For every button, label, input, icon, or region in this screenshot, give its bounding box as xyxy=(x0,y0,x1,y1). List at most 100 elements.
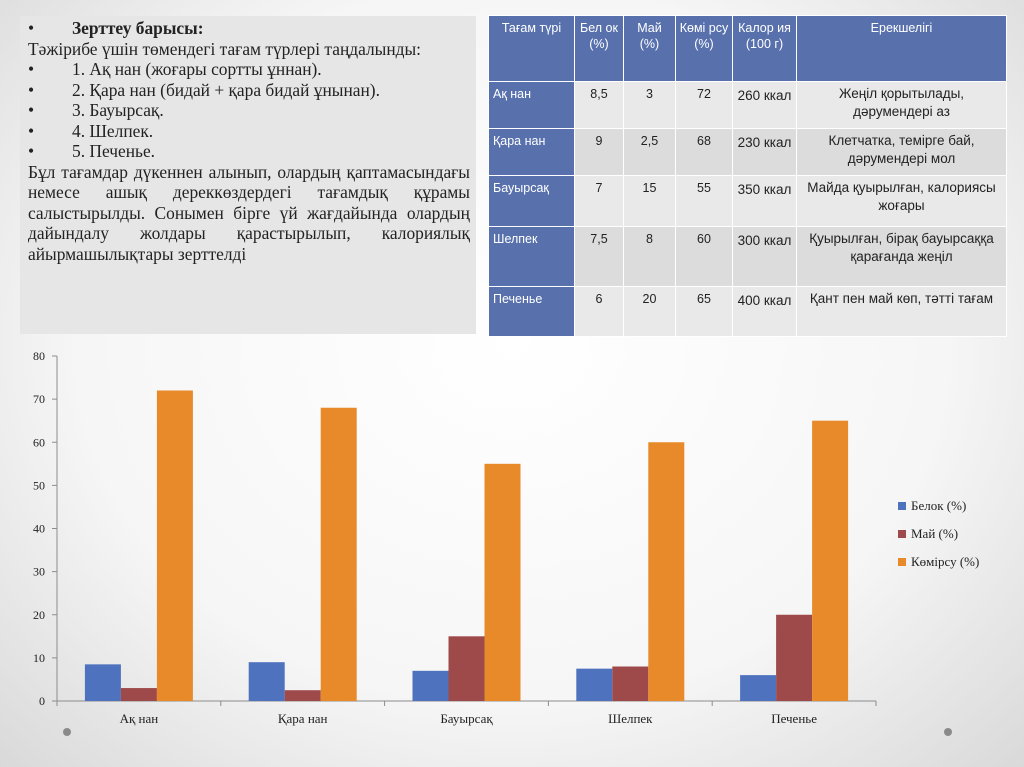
legend-label: Май (%) xyxy=(911,526,958,541)
cell-food-name: Печенье xyxy=(488,285,575,338)
table-row: Қара нан 9 2,5 68 230 ккал Клетчатка, те… xyxy=(488,128,1007,177)
col-header-calorie: Калор ия (100 г) xyxy=(732,15,797,82)
cell-calorie: 300 ккал xyxy=(732,225,797,287)
y-tick-label: 50 xyxy=(33,478,45,492)
bullet-symbol: • xyxy=(28,100,35,120)
legend-label: Көмірсу (%) xyxy=(911,554,979,569)
bar xyxy=(576,668,613,701)
cell-calorie: 260 ккал xyxy=(732,80,797,130)
intro-paragraph: Бұл тағамдар дүкеннен алынып, олардың қа… xyxy=(28,161,470,264)
bar xyxy=(484,463,521,701)
cell-feature: Қант пен май көп, тәтті тағам xyxy=(796,285,1007,338)
cell-protein: 9 xyxy=(574,128,624,177)
cell-carb: 60 xyxy=(675,225,733,287)
col-header-feature: Ерекшелігі xyxy=(796,15,1007,82)
cell-feature: Қуырылған, бірақ бауырсаққа қарағанда же… xyxy=(796,225,1007,287)
col-header-carb: Көмі рсу (%) xyxy=(675,15,733,82)
cell-calorie: 350 ккал xyxy=(732,175,797,227)
list-item: • 5. Печенье. xyxy=(28,141,470,162)
decorative-dot-right xyxy=(944,728,952,736)
cell-calorie: 230 ккал xyxy=(732,128,797,177)
decorative-dot-left xyxy=(63,728,71,736)
cell-feature: Клетчатка, темірге бай, дәрумендері мол xyxy=(796,128,1007,177)
list-item-text: 4. Шелпек. xyxy=(72,120,154,141)
cell-feature: Майда қуырылған, калориясы жоғары xyxy=(796,175,1007,227)
list-item-text: 3. Бауырсақ. xyxy=(72,100,164,120)
bar xyxy=(448,636,485,701)
y-tick-label: 10 xyxy=(33,651,45,665)
bar xyxy=(84,664,121,701)
x-tick-label: Бауырсақ xyxy=(440,711,493,726)
table-row: Печенье 6 20 65 400 ккал Қант пен май кө… xyxy=(488,285,1007,338)
heading-bullet: • Зерттеу барысы: xyxy=(28,18,470,39)
intro-heading: Зерттеу барысы: xyxy=(72,18,204,38)
legend-label: Белок (%) xyxy=(911,498,966,513)
nutrition-table: Тағам түрі Бел ок (%) Май (%) Көмі рсу (… xyxy=(488,15,1007,338)
legend-swatch xyxy=(898,530,906,538)
cell-carb: 55 xyxy=(675,175,733,227)
y-tick-label: 0 xyxy=(39,694,45,708)
bar xyxy=(648,442,685,701)
cell-fat: 8 xyxy=(623,225,676,287)
legend-swatch xyxy=(898,502,906,510)
bullet-symbol: • xyxy=(28,59,35,79)
bar xyxy=(248,662,285,701)
col-header-food: Тағам түрі xyxy=(488,15,575,82)
bar-chart: 0 10 20 30 40 50 60 70 80 Ақ нан Қара нан Бауырсақ Ш… xyxy=(0,342,1024,752)
bar xyxy=(284,690,321,701)
bullet-symbol: • xyxy=(28,18,35,38)
cell-protein: 8,5 xyxy=(574,80,624,130)
cell-protein: 7 xyxy=(574,175,624,227)
cell-fat: 20 xyxy=(623,285,676,338)
bar xyxy=(776,614,813,701)
list-item: • 1. Ақ нан (жоғары сортты ұннан). xyxy=(28,59,470,80)
cell-carb: 65 xyxy=(675,285,733,338)
bullet-symbol: • xyxy=(28,120,35,141)
table-row: Бауырсақ 7 15 55 350 ккал Майда қуырылға… xyxy=(488,175,1007,227)
cell-protein: 6 xyxy=(574,285,624,338)
cell-calorie: 400 ккал xyxy=(732,285,797,338)
cell-food-name: Қара нан xyxy=(488,128,575,177)
x-tick-label: Шелпек xyxy=(608,711,653,726)
bullet-symbol: • xyxy=(28,141,35,161)
y-tick-label: 60 xyxy=(33,435,45,449)
bullet-symbol: • xyxy=(28,79,35,100)
list-item-text: 1. Ақ нан (жоғары сортты ұннан). xyxy=(72,59,322,79)
y-tick-label: 40 xyxy=(33,522,45,536)
col-header-fat: Май (%) xyxy=(623,15,676,82)
bar xyxy=(740,675,777,701)
table-row: Ақ нан 8,5 3 72 260 ккал Жеңіл қорытылад… xyxy=(488,80,1007,130)
bar xyxy=(812,420,849,701)
bar xyxy=(320,407,357,701)
x-tick-label: Ақ нан xyxy=(120,711,159,726)
cell-food-name: Ақ нан xyxy=(488,80,575,130)
intro-lead: Тәжірибе үшін төмендегі тағам түрлері та… xyxy=(28,38,422,59)
cell-feature: Жеңіл қорытылады, дәрумендері аз xyxy=(796,80,1007,130)
cell-carb: 72 xyxy=(675,80,733,130)
cell-fat: 3 xyxy=(623,80,676,130)
y-tick-label: 20 xyxy=(33,608,45,622)
cell-protein: 7,5 xyxy=(574,225,624,287)
y-tick-label: 70 xyxy=(33,392,45,406)
x-tick-label: Печенье xyxy=(771,711,817,726)
bar xyxy=(412,670,449,701)
table-row: Шелпек 7,5 8 60 300 ккал Қуырылған, біра… xyxy=(488,225,1007,287)
bar xyxy=(120,688,157,701)
y-tick-label: 30 xyxy=(33,565,45,579)
list-item: • 2. Қара нан (бидай + қара бидай ұнынан… xyxy=(28,80,470,101)
list-item: • 3. Бауырсақ. xyxy=(28,100,470,121)
cell-fat: 15 xyxy=(623,175,676,227)
cell-carb: 68 xyxy=(675,128,733,177)
intro-panel: • Зерттеу барысы: Тәжірибе үшін төмендег… xyxy=(20,16,476,334)
x-tick-label: Қара нан xyxy=(278,711,328,726)
cell-fat: 2,5 xyxy=(623,128,676,177)
y-tick-label: 80 xyxy=(33,349,45,363)
list-item-text: 5. Печенье. xyxy=(72,141,156,161)
col-header-protein: Бел ок (%) xyxy=(574,15,624,82)
bar xyxy=(612,666,649,701)
table-header-row: Тағам түрі Бел ок (%) Май (%) Көмі рсу (… xyxy=(488,15,1007,82)
bar xyxy=(156,390,193,701)
list-item-text: 2. Қара нан (бидай + қара бидай ұнынан). xyxy=(72,79,380,100)
chart-canvas: 0 10 20 30 40 50 60 70 80 Ақ нан Қара нан Бауырсақ Ш… xyxy=(33,349,979,726)
list-item: • 4. Шелпек. xyxy=(28,121,470,142)
